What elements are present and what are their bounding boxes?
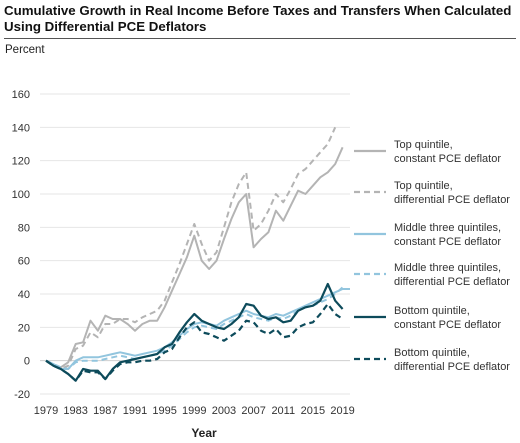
legend-label: Middle three quintiles, constant PCE defl… [394,222,501,248]
x-tick-label: 1979 [34,405,58,417]
y-tick-label: 40 [18,289,30,301]
legend-label: Top quintile, differential PCE deflator [394,180,510,206]
series-line [45,302,344,382]
x-tick-label: 1999 [182,405,206,417]
x-tick-label: 2015 [301,405,325,417]
series-line [45,126,337,370]
x-tick-labels: 1979 1983 1987 1991 1995 1999 2003 2007 2011 2015… [34,405,355,417]
y-tick-label: 100 [12,189,30,201]
y-tick-label: 120 [12,156,30,168]
x-tick-label: 2011 [271,405,295,417]
y-tick-label: 80 [18,222,30,234]
x-tick-label: 1995 [152,405,176,417]
x-axis-title: Year [191,426,217,440]
series-line [45,286,344,370]
y-tick-label: 160 [12,89,30,101]
series-lines [45,126,350,382]
y-tick-label: 0 [24,356,30,368]
x-tick-label: 1983 [63,405,87,417]
y-tick-label: 60 [18,256,30,268]
series-line [45,146,344,369]
x-tick-label: 1991 [123,405,147,417]
x-tick-label: 2007 [241,405,265,417]
legend: Top quintile, constant PCE deflator Top qu… [354,139,510,373]
series-line [45,282,344,382]
y-tick-label: 20 [18,322,30,334]
y-tick-label: 140 [12,122,30,134]
y-tick-labels: -20 0 20 40 60 80 100 120 140 160 [12,89,30,401]
y-axis-label: Percent [5,44,45,56]
y-tick-label: -20 [14,389,30,401]
title-rule [4,38,516,39]
legend-label: Middle three quintiles, differential PCE … [394,262,510,288]
chart-title: Cumulative Growth in Real Income Before … [4,3,512,34]
legend-label: Top quintile, constant PCE deflator [394,139,501,165]
y-gridlines [40,93,350,395]
x-tick-label: 1987 [93,405,117,417]
legend-label: Bottom quintile, differential PCE deflato… [394,347,510,373]
series-line [45,288,350,370]
x-tick-label: 2003 [212,405,236,417]
legend-label: Bottom quintile, constant PCE deflator [394,305,501,331]
x-tick-label: 2019 [330,405,354,417]
